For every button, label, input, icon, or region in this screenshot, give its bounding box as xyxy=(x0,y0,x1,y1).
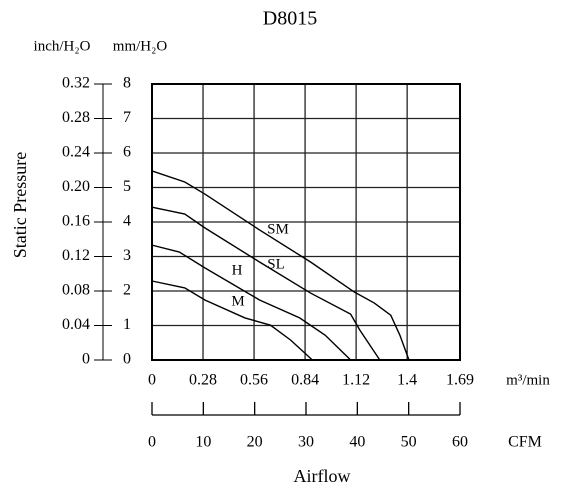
x-axis-title: Airflow xyxy=(294,466,351,486)
y-tick-label: 3 xyxy=(123,247,131,264)
y2-tick-label: 0.12 xyxy=(62,247,90,264)
x-tick-label: 0.56 xyxy=(240,372,268,389)
curve-label: M xyxy=(231,293,244,309)
x-tick-label: 1.12 xyxy=(342,372,370,389)
x2-tick-label: 40 xyxy=(349,434,365,451)
y2-tick-label: 0.28 xyxy=(62,109,90,126)
y-tick-label: 2 xyxy=(123,282,131,299)
y2-tick-label: 0.16 xyxy=(62,213,90,230)
plot-frame xyxy=(151,83,461,361)
x-unit: m³/min xyxy=(506,372,550,388)
y-tick-label: 1 xyxy=(123,316,131,333)
x-tick-label: 0 xyxy=(148,372,156,389)
curve-label: H xyxy=(232,262,243,278)
y2-tick-label: 0.24 xyxy=(62,144,90,161)
curve xyxy=(151,280,313,361)
curve xyxy=(151,170,410,361)
y-tick-label: 5 xyxy=(123,178,131,195)
curve xyxy=(151,244,352,361)
y-tick-label: 7 xyxy=(123,109,131,126)
y-axis-title: Static Pressure xyxy=(10,152,30,258)
y2-tick-label: 0 xyxy=(82,351,90,368)
x2-tick-label: 50 xyxy=(401,434,417,451)
y2-tick-label: 0.04 xyxy=(62,316,90,333)
x2-tick-label: 0 xyxy=(148,434,156,451)
y2-tick-label: 0.20 xyxy=(62,178,90,195)
y-tick-label: 4 xyxy=(123,213,131,230)
y2-tick-label: 0.08 xyxy=(62,282,90,299)
x2-tick-label: 20 xyxy=(247,434,263,451)
x2-tick-label: 60 xyxy=(452,434,468,451)
y2-tick-label: 0.32 xyxy=(62,75,90,92)
x2-tick-label: 10 xyxy=(195,434,211,451)
x-tick-label: 1.69 xyxy=(446,372,474,389)
curve xyxy=(151,206,381,361)
curve-label: SL xyxy=(267,256,285,272)
y-tick-label: 8 xyxy=(123,75,131,92)
y-tick-label: 0 xyxy=(123,351,131,368)
curve-label: SM xyxy=(267,221,289,237)
y-tick-label: 6 xyxy=(123,144,131,161)
x-tick-label: 1.4 xyxy=(397,372,417,389)
y-unit: mm/H₂O xyxy=(113,38,168,54)
x-tick-label: 0.84 xyxy=(291,372,319,389)
x-tick-label: 0.28 xyxy=(189,372,217,389)
y2-unit: inch/H₂O xyxy=(34,38,91,54)
chart-title: D8015 xyxy=(263,8,317,30)
x2-tick-label: 30 xyxy=(298,434,314,451)
x2-unit: CFM xyxy=(508,434,542,451)
